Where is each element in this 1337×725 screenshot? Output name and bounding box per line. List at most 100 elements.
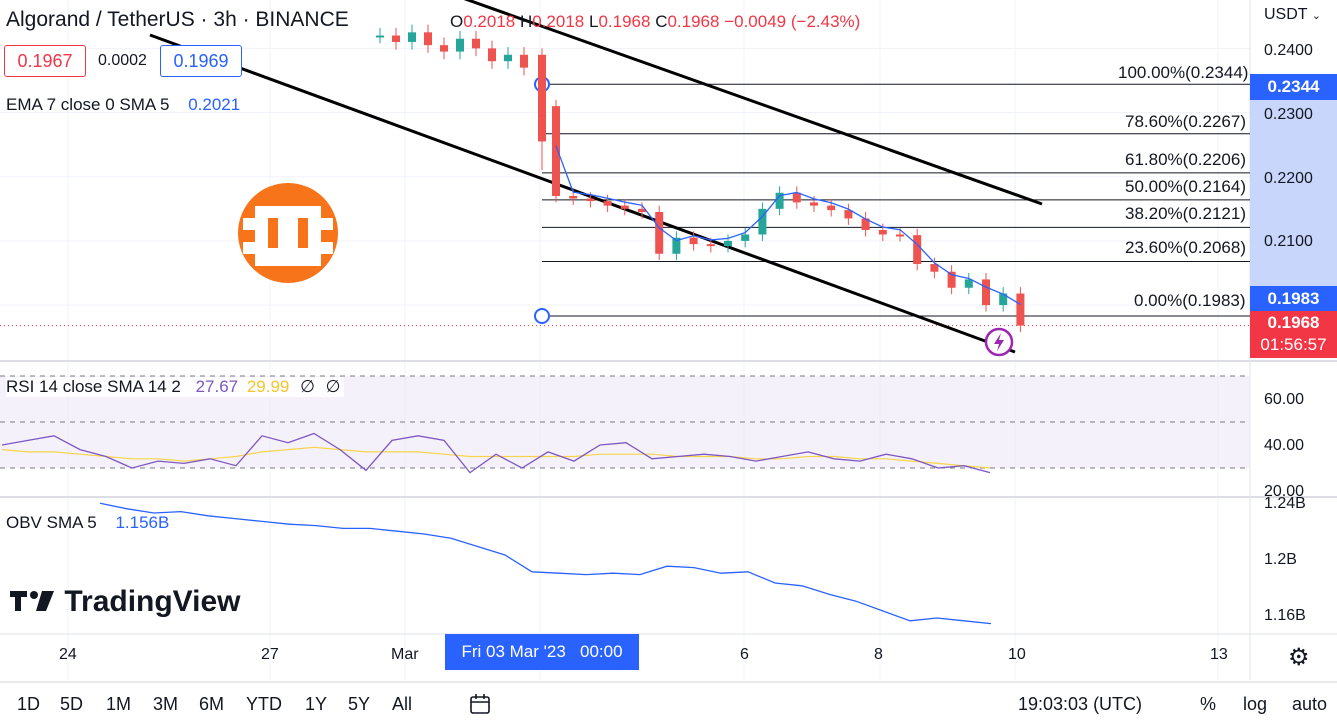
candle-body (504, 54, 512, 62)
candle-body (520, 54, 528, 68)
time-tick: 6 (740, 646, 749, 663)
spread-value: 0.0002 (98, 52, 147, 69)
range-5d[interactable]: 5D (60, 694, 84, 714)
last-price-pill: 0.1968 01:56:57 (1250, 311, 1337, 358)
crosshair-time-label: Fri 03 Mar '23 00:00 (445, 634, 639, 670)
obv-tick: 1.16B (1264, 607, 1306, 624)
rsi-sma-value: 29.99 (246, 377, 290, 396)
fib-bottom-price-pill: 0.1983 (1250, 286, 1337, 312)
ema-value: 0.2021 (188, 95, 241, 114)
price-tick: 0.2400 (1264, 42, 1313, 59)
range-1m[interactable]: 1M (106, 694, 132, 714)
candle-body (672, 237, 681, 254)
go-to-date-calendar-icon[interactable] (468, 692, 492, 721)
candle-body (538, 54, 546, 142)
candle-body (741, 234, 750, 241)
candle-body (655, 212, 664, 254)
open-value: 0.2018 (463, 12, 516, 31)
candle-body (440, 45, 448, 52)
tradingview-mark-icon (10, 591, 54, 611)
candle-body (392, 35, 400, 42)
symbol-title[interactable]: Algorand / TetherUS · 3h · BINANCE (6, 8, 349, 31)
rsi-line (1, 432, 991, 474)
candle-body (552, 106, 560, 196)
candle-body (472, 38, 480, 49)
fib-anchor-handle (534, 308, 550, 324)
range-3m[interactable]: 3M (153, 694, 179, 714)
fib-label-0: 0.00%(0.1983) (1134, 291, 1246, 310)
low-value: 0.1968 (598, 12, 651, 31)
range-6m[interactable]: 6M (199, 694, 225, 714)
price-tick: 0.2100 (1264, 233, 1313, 250)
time-tick: 8 (874, 646, 883, 663)
fib-label-500: 50.00%(0.2164) (1125, 177, 1246, 196)
price-tick: 0.2200 (1264, 170, 1313, 187)
buy-price-box[interactable]: 0.1969 (160, 45, 242, 77)
candle-body (792, 192, 801, 203)
change-value: −0.0049 (−2.43%) (724, 12, 861, 31)
price-tick: 0.2300 (1264, 106, 1313, 123)
candle-body (569, 195, 578, 199)
candle-body (724, 240, 732, 247)
chart-background (0, 0, 1250, 685)
candle-body (638, 208, 646, 213)
candle-body (706, 244, 715, 247)
range-1d[interactable]: 1D (17, 694, 41, 714)
obv-tick: 1.24B (1264, 495, 1306, 512)
range-ytd[interactable]: YTD (246, 694, 282, 714)
candle-body (603, 201, 612, 206)
currency-selector[interactable]: USDT ⌄ (1264, 6, 1321, 23)
fib-label-236: 23.60%(0.2068) (1125, 238, 1246, 257)
candle-body (689, 237, 698, 245)
candle-body (810, 202, 818, 206)
fib-label-100: 100.00%(0.2344) (1118, 63, 1249, 82)
candle-body (861, 218, 870, 230)
range-1y[interactable]: 1Y (305, 694, 328, 714)
calendar-icon (470, 694, 490, 714)
time-tick: 24 (59, 646, 77, 663)
channel-upper-line (463, 0, 1043, 206)
obv-legend[interactable]: OBV SMA 5 1.156B (6, 513, 170, 532)
tradingview-logo[interactable]: TradingView (10, 585, 241, 619)
fib-top-price-pill: 0.2344 (1250, 74, 1337, 100)
candle-body (775, 192, 784, 209)
bottom-toolbar (0, 685, 1337, 725)
candle-body (620, 205, 629, 209)
sell-price-box[interactable]: 0.1967 (4, 45, 86, 77)
fib-label-786: 78.60%(0.2267) (1125, 112, 1246, 131)
time-tick: Mar (391, 646, 419, 663)
crypto-logo-icon (238, 183, 338, 283)
obv-value: 1.156B (115, 513, 170, 532)
utc-clock[interactable]: 19:03:03 (UTC) (1018, 694, 1143, 714)
percent-scale-toggle[interactable]: % (1200, 694, 1217, 714)
time-tick: 27 (261, 646, 279, 663)
rsi-value: 27.67 (195, 377, 239, 396)
lightning-icon (994, 333, 1004, 351)
range-5y[interactable]: 5Y (348, 694, 371, 714)
candle-body (930, 264, 939, 272)
candle-body (408, 32, 416, 42)
candle-body (827, 205, 836, 211)
rsi-legend[interactable]: RSI 14 close SMA 14 2 27.67 29.99 ∅ ∅ (6, 377, 345, 397)
ema-legend[interactable]: EMA 7 close 0 SMA 5 0.2021 (6, 95, 241, 114)
candle-body (999, 293, 1008, 306)
ohlc-readout: O0.2018 H0.2018 L0.1968 C0.1968 −0.0049 … (450, 12, 861, 31)
time-tick: 13 (1210, 646, 1228, 663)
settings-gear-icon[interactable]: ⚙ (1288, 644, 1310, 671)
candle-body (758, 208, 767, 235)
log-scale-toggle[interactable]: log (1243, 694, 1268, 714)
candle-body (376, 35, 384, 38)
ema-line (555, 145, 1021, 306)
candle-body (964, 279, 973, 288)
auto-scale-toggle[interactable]: auto (1292, 694, 1328, 714)
candle-body (1016, 293, 1025, 326)
candle-body (913, 235, 922, 265)
candle-body (488, 48, 496, 62)
obv-tick: 1.2B (1264, 551, 1297, 568)
fib-label-382: 38.20%(0.2121) (1125, 204, 1246, 223)
rsi-tick: 20.00 (1264, 483, 1305, 500)
candle-body (896, 234, 904, 237)
range-all[interactable]: All (392, 694, 413, 714)
obv-line (99, 502, 992, 625)
